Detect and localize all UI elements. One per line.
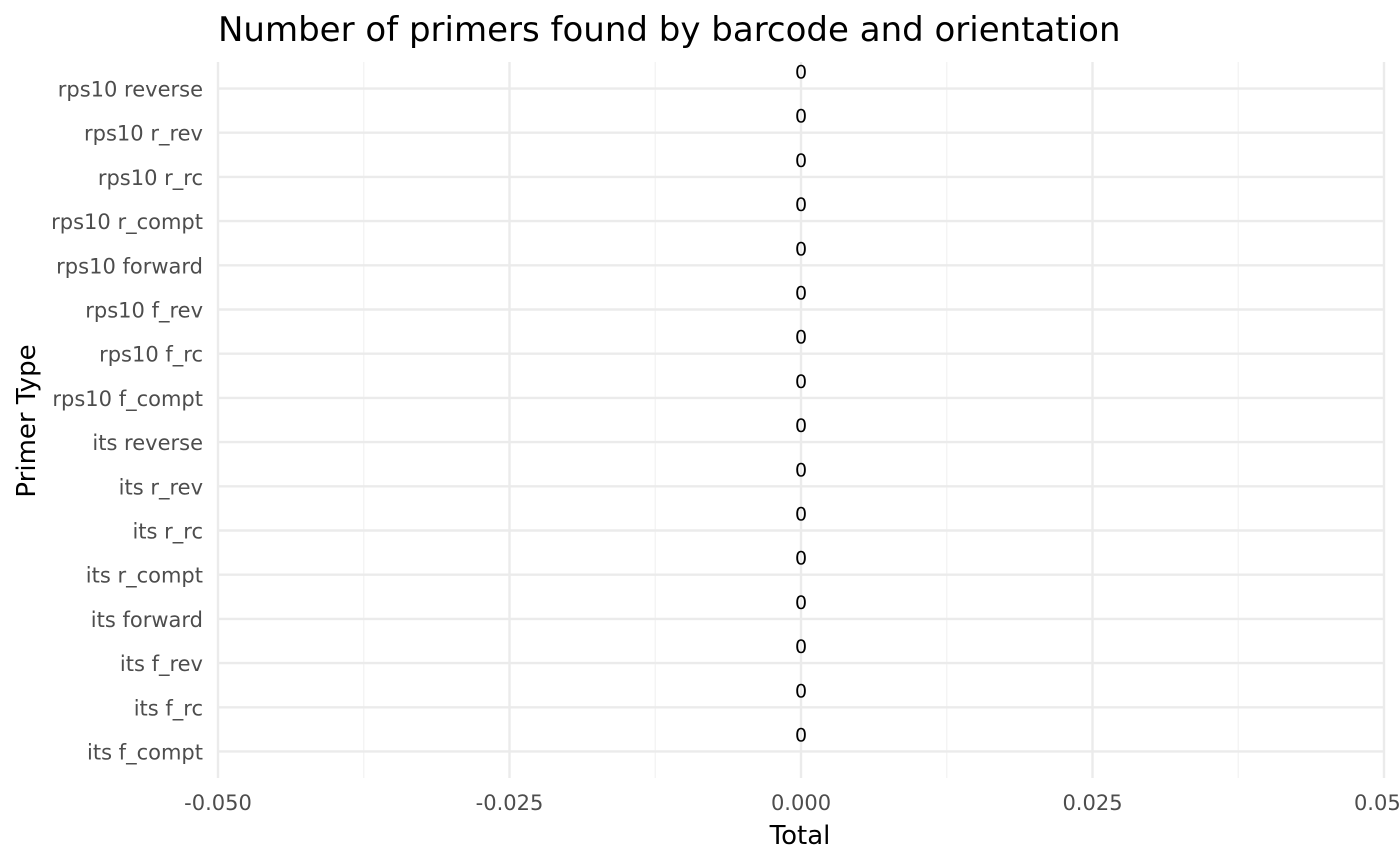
y-tick-label: its reverse xyxy=(92,431,203,455)
y-tick-label: its f_rev xyxy=(120,652,203,677)
data-label: 0 xyxy=(795,548,807,570)
data-label: 0 xyxy=(795,503,807,525)
x-tick-label: 0.025 xyxy=(1062,791,1122,815)
data-label: 0 xyxy=(795,371,807,393)
y-tick-label: rps10 forward xyxy=(56,254,203,278)
data-label: 0 xyxy=(795,283,807,305)
y-tick-label: rps10 r_compt xyxy=(51,210,203,235)
data-label: 0 xyxy=(795,680,807,702)
y-axis-title: Primer Type xyxy=(12,344,42,497)
y-tick-label: its f_rc xyxy=(134,696,203,721)
data-label: 0 xyxy=(795,327,807,349)
y-tick-label: rps10 f_rev xyxy=(85,299,203,324)
y-tick-label: its forward xyxy=(91,608,203,632)
y-tick-label: rps10 r_rc xyxy=(98,166,203,191)
data-labels: 0 0 0 0 0 0 0 0 0 0 0 0 0 0 0 0 xyxy=(795,62,807,747)
grid-lines xyxy=(216,62,1386,778)
x-tick-label: -0.050 xyxy=(184,791,252,815)
y-tick-label: rps10 reverse xyxy=(58,78,203,102)
data-label: 0 xyxy=(795,415,807,437)
x-tick-label: 0.000 xyxy=(771,791,831,815)
chart-title: Number of primers found by barcode and o… xyxy=(218,10,1121,50)
y-tick-label: rps10 f_compt xyxy=(52,387,203,412)
data-label: 0 xyxy=(795,724,807,746)
y-tick-label: its r_rc xyxy=(132,519,203,544)
y-tick-label: its f_compt xyxy=(87,740,203,765)
y-tick-label: its r_rev xyxy=(119,475,203,500)
data-label: 0 xyxy=(795,194,807,216)
y-tick-label: rps10 f_rc xyxy=(99,343,203,368)
y-tick-label: its r_compt xyxy=(86,564,203,589)
x-axis-tick-labels: -0.050 -0.025 0.000 0.025 0.050 xyxy=(184,791,1400,815)
data-label: 0 xyxy=(795,238,807,260)
data-label: 0 xyxy=(795,636,807,658)
y-tick-label: rps10 r_rev xyxy=(84,122,203,147)
data-label: 0 xyxy=(795,106,807,128)
x-axis-title: Total xyxy=(769,821,831,851)
x-tick-label: 0.050 xyxy=(1354,791,1400,815)
data-label: 0 xyxy=(795,150,807,172)
data-label: 0 xyxy=(795,62,807,84)
data-label: 0 xyxy=(795,459,807,481)
y-axis-tick-labels: its f_compt its f_rc its f_rev its forward i… xyxy=(51,78,203,766)
data-label: 0 xyxy=(795,592,807,614)
x-tick-label: -0.025 xyxy=(476,791,544,815)
